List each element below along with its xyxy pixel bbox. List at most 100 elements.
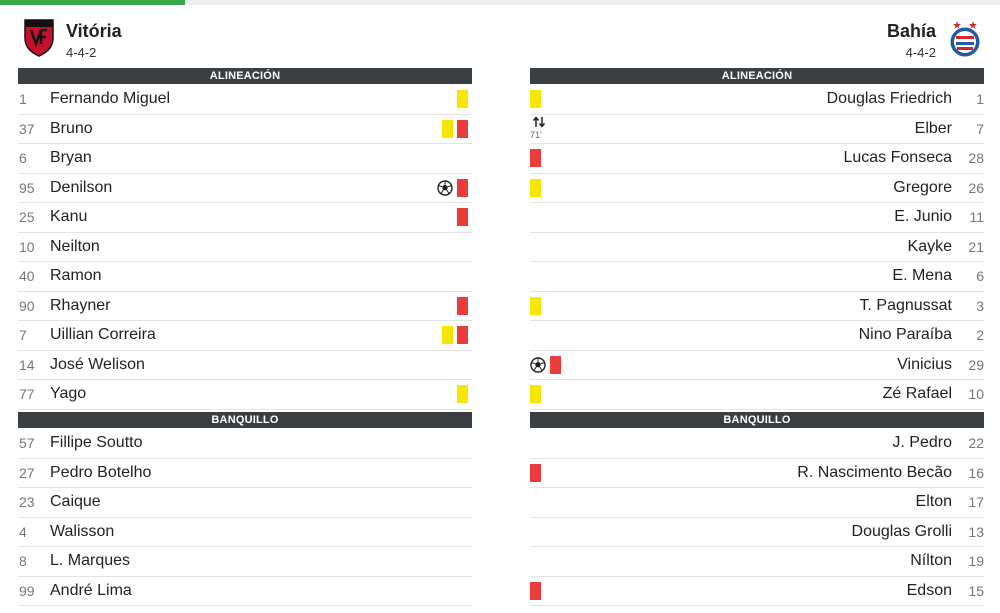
player-row[interactable]: 11 E. Junio — [530, 203, 984, 233]
player-name[interactable]: Douglas Grolli — [851, 522, 952, 540]
player-row[interactable]: 8 L. Marques — [18, 547, 472, 577]
player-name[interactable]: Kayke — [907, 237, 952, 255]
player-row[interactable]: 21 Kayke — [530, 233, 984, 262]
player-name[interactable]: Uillian Correira — [50, 326, 156, 343]
player-number: 23 — [19, 494, 35, 510]
player-name[interactable]: Zé Rafael — [882, 385, 952, 402]
player-name[interactable]: Elton — [915, 493, 952, 510]
player-number: 37 — [19, 120, 35, 137]
player-name[interactable]: Yago — [50, 385, 87, 402]
player-events — [457, 296, 468, 315]
player-row[interactable]: 29 Vinicius — [530, 351, 984, 380]
player-name[interactable]: Gregore — [893, 178, 952, 196]
player-events — [530, 178, 541, 197]
player-number: 3 — [976, 297, 984, 314]
player-name[interactable]: José Welison — [50, 355, 145, 373]
player-row[interactable]: 95 Denilson — [18, 174, 472, 203]
player-row[interactable]: 17 Elton — [530, 488, 984, 518]
player-name[interactable]: Kanu — [50, 208, 88, 225]
player-name[interactable]: E. Mena — [892, 267, 952, 284]
player-row[interactable]: 15 Edson — [530, 577, 984, 606]
player-row[interactable]: 37 Bruno — [18, 115, 472, 144]
player-row[interactable]: 28 Lucas Fonseca — [530, 144, 984, 174]
player-name[interactable]: Douglas Friedrich — [826, 90, 952, 107]
goal-ball-icon — [437, 179, 453, 196]
player-row[interactable]: 27 Pedro Botelho — [18, 459, 472, 488]
player-row[interactable]: 14 José Welison — [18, 351, 472, 380]
player-number: 19 — [968, 553, 984, 569]
player-name[interactable]: Bryan — [50, 149, 92, 166]
player-name[interactable]: Caique — [50, 493, 101, 510]
player-name[interactable]: R. Nascimento Becão — [797, 463, 952, 481]
yellow-card-icon — [457, 90, 468, 108]
player-row[interactable]: 1 Fernando Miguel — [18, 85, 472, 115]
player-name[interactable]: Fillipe Soutto — [50, 434, 143, 451]
player-row[interactable]: 3 T. Pagnussat — [530, 292, 984, 321]
player-row[interactable]: 19 Nílton — [530, 547, 984, 577]
player-row[interactable]: 22 J. Pedro — [530, 429, 984, 459]
away-bench-section: BANQUILLO 22 J. Pedro 16 R. Nascimento Becã… — [530, 412, 984, 606]
red-card-icon — [457, 296, 468, 315]
away-team-name[interactable]: Bahía — [886, 21, 936, 41]
player-name[interactable]: E. Junio — [894, 208, 952, 225]
player-row[interactable]: 10 Neilton — [18, 233, 472, 262]
player-number: 10 — [968, 386, 984, 402]
player-name[interactable]: Bruno — [50, 119, 93, 137]
player-name[interactable]: Walisson — [50, 522, 115, 540]
player-name[interactable]: Elber — [914, 119, 952, 137]
player-name[interactable]: Nino Paraíba — [858, 326, 952, 343]
player-number: 29 — [968, 356, 984, 373]
red-card-icon — [530, 149, 541, 167]
red-card-icon — [530, 463, 541, 482]
player-name[interactable]: Vinicius — [897, 355, 952, 373]
player-name[interactable]: Nílton — [910, 552, 952, 569]
red-card-icon — [550, 355, 561, 374]
player-row[interactable]: 40 Ramon — [18, 262, 472, 292]
player-number: 2 — [976, 327, 984, 343]
player-name[interactable]: Rhayner — [50, 296, 111, 314]
home-team-name[interactable]: Vitória — [66, 21, 122, 41]
player-row[interactable]: 7 Uillian Correira — [18, 321, 472, 351]
player-row[interactable]: 13 Douglas Grolli — [530, 518, 984, 547]
player-name[interactable]: Fernando Miguel — [50, 90, 171, 107]
player-row[interactable]: 10 Zé Rafael — [530, 380, 984, 410]
player-row[interactable]: 4 Walisson — [18, 518, 472, 547]
player-name[interactable]: Edson — [906, 581, 952, 599]
player-row[interactable]: 7 Elber 71' — [530, 115, 984, 144]
player-events — [442, 326, 468, 344]
player-row[interactable]: 77 Yago — [18, 380, 472, 410]
away-lineup-header: ALINEACIÓN — [530, 68, 984, 84]
player-row[interactable]: 99 André Lima — [18, 577, 472, 606]
player-number: 10 — [19, 238, 35, 255]
player-row[interactable]: 25 Kanu — [18, 203, 472, 233]
player-name[interactable]: T. Pagnussat — [859, 296, 953, 314]
player-row[interactable]: 1 Douglas Friedrich — [530, 85, 984, 115]
player-name[interactable]: J. Pedro — [892, 434, 952, 451]
player-row[interactable]: 90 Rhayner — [18, 292, 472, 321]
player-number: 95 — [19, 179, 35, 196]
red-card-icon — [457, 119, 468, 138]
player-row[interactable]: 6 Bryan — [18, 144, 472, 174]
goal-ball-icon — [530, 356, 546, 373]
bahia-crest-icon — [949, 21, 981, 58]
player-name[interactable]: André Lima — [50, 581, 132, 599]
player-name[interactable]: L. Marques — [50, 552, 131, 569]
player-row[interactable]: 26 Gregore — [530, 174, 984, 203]
player-name[interactable]: Denilson — [50, 178, 113, 196]
yellow-card-icon — [442, 119, 453, 138]
red-card-icon — [457, 326, 468, 344]
player-row[interactable]: 57 Fillipe Soutto — [18, 429, 472, 459]
active-tab-indicator[interactable] — [0, 0, 185, 5]
player-name[interactable]: Ramon — [50, 267, 102, 284]
player-row[interactable]: 2 Nino Paraíba — [530, 321, 984, 351]
player-name[interactable]: Pedro Botelho — [50, 463, 152, 481]
player-number: 13 — [968, 523, 984, 540]
player-number: 99 — [19, 582, 35, 599]
player-name[interactable]: Lucas Fonseca — [843, 149, 952, 166]
player-row[interactable]: 6 E. Mena — [530, 262, 984, 292]
player-name[interactable]: Neilton — [50, 237, 100, 255]
home-lineup-list: 1 Fernando Miguel 37 Bruno 6 Bryan 95 Denilson 2… — [18, 85, 472, 410]
player-row[interactable]: 23 Caique — [18, 488, 472, 518]
player-row[interactable]: 16 R. Nascimento Becão — [530, 459, 984, 488]
red-card-icon — [457, 178, 468, 197]
